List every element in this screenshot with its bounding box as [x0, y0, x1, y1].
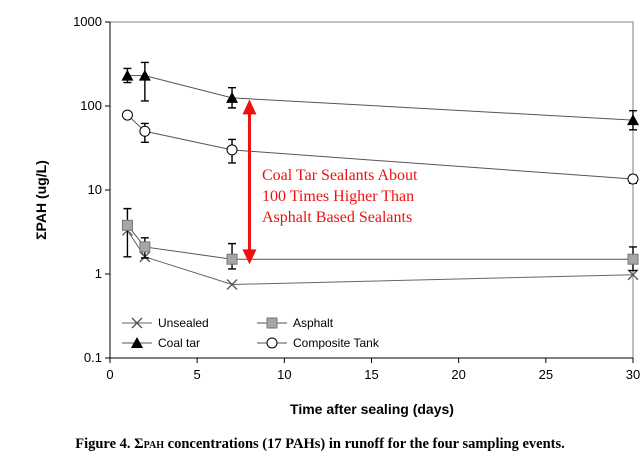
y-axis-label: ΣPAH (ug/L) — [33, 160, 49, 240]
caption-suffix: concentrations (17 PAHs) in runoff for t… — [164, 436, 565, 452]
caption-subscript: PAH — [143, 440, 165, 451]
figure-caption: Figure 4. ΣPAH concentrations (17 PAHs) … — [0, 436, 640, 453]
x-tick-label: 10 — [277, 367, 291, 382]
legend-marker — [131, 317, 143, 329]
legend-marker — [131, 337, 143, 348]
error-bar — [123, 207, 132, 258]
legend-item: Asphalt — [257, 316, 334, 330]
data-point — [138, 69, 151, 81]
series-line — [127, 75, 634, 121]
data-point — [121, 219, 133, 231]
y-tick-label: 1000 — [73, 14, 102, 29]
annotation-text-line: Asphalt Based Sealants — [262, 209, 412, 226]
legend-marker — [266, 317, 278, 329]
legend-label: Coal tar — [158, 336, 200, 350]
axis-ticks: 0.1 1 10 100 1000 0 5 10 15 20 25 30 — [73, 14, 640, 382]
data-point — [226, 279, 238, 290]
data-point — [627, 253, 639, 265]
data-point — [627, 269, 639, 281]
data-point — [226, 253, 238, 265]
series-line — [127, 224, 633, 260]
annotation-arrow-head-top — [242, 99, 257, 115]
y-tick-label: 10 — [88, 182, 102, 197]
y-tick-label: 0.1 — [84, 350, 102, 365]
series-composite-tank — [121, 109, 639, 185]
x-tick-label: 20 — [451, 367, 465, 382]
series-unsealed — [121, 224, 639, 290]
chart: 0.1 1 10 100 1000 0 5 10 15 20 25 30 Coal Tar Seala… — [33, 14, 640, 417]
legend-item: Unsealed — [122, 316, 209, 330]
legend-label: Unsealed — [158, 316, 209, 330]
error-bar — [140, 61, 149, 102]
series-line — [127, 114, 634, 180]
legend-label: Asphalt — [293, 316, 334, 330]
x-tick-label: 5 — [194, 367, 201, 382]
data-point — [139, 241, 151, 253]
legend-item: Composite Tank — [257, 336, 380, 350]
data-point — [121, 109, 133, 121]
legend: Unsealed Asphalt Coal tar Composite Tank — [122, 316, 380, 350]
legend-item: Coal tar — [122, 336, 200, 350]
data-point — [139, 125, 151, 137]
series-asphalt — [121, 207, 639, 272]
annotation-arrow-head-bottom — [242, 249, 257, 265]
x-tick-label: 25 — [539, 367, 553, 382]
annotation: Coal Tar Sealants About 100 Times Higher … — [242, 99, 418, 265]
data-point — [226, 91, 239, 103]
x-tick-label: 30 — [626, 367, 640, 382]
x-tick-label: 15 — [364, 367, 378, 382]
annotation-text-line: Coal Tar Sealants About — [262, 167, 418, 184]
annotation-text-line: 100 Times Higher Than — [262, 188, 414, 205]
y-tick-label: 1 — [95, 266, 102, 281]
data-point — [226, 144, 238, 156]
caption-prefix: Figure 4. Σ — [75, 436, 144, 452]
x-tick-label: 0 — [106, 367, 113, 382]
series-line — [127, 230, 634, 285]
data-point — [121, 69, 134, 81]
data-point — [627, 173, 639, 185]
legend-marker — [266, 337, 278, 349]
series-coal-tar — [121, 61, 639, 131]
x-axis-label: Time after sealing (days) — [290, 401, 454, 417]
y-tick-label: 100 — [80, 98, 102, 113]
data-point — [627, 114, 639, 126]
series-layer — [121, 61, 639, 290]
legend-label: Composite Tank — [293, 336, 380, 350]
